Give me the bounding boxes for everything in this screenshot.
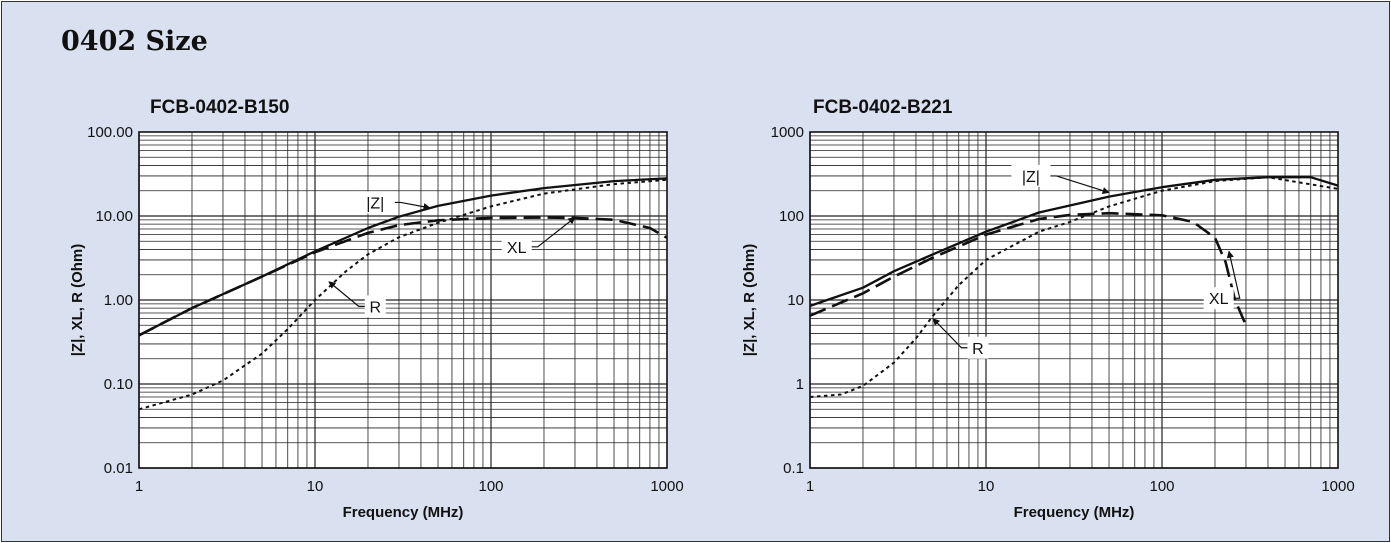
annotation-leader bbox=[328, 281, 365, 307]
y-tick-label: 10 bbox=[787, 292, 804, 309]
series-line-r bbox=[810, 176, 1338, 398]
annotation-bg bbox=[967, 336, 989, 359]
annotation-bg bbox=[364, 295, 386, 318]
series-line-z bbox=[810, 176, 1338, 307]
annotation-bg bbox=[1011, 164, 1051, 187]
annotation-leader bbox=[1226, 250, 1241, 299]
x-axis-label: Frequency (MHz) bbox=[1014, 504, 1135, 521]
x-tick-label: 100 bbox=[1149, 478, 1174, 495]
y-axis-label: |Z|, XL, R (Ohm) bbox=[741, 244, 758, 357]
annotation-leader bbox=[531, 217, 576, 248]
y-tick-label: 1.00 bbox=[104, 292, 133, 309]
page-title: 0402 Size bbox=[61, 26, 208, 57]
y-tick-label: 0.1 bbox=[783, 460, 804, 477]
chart-title: FCB-0402-B221 bbox=[813, 97, 953, 118]
annotation-label: R bbox=[369, 299, 381, 316]
y-tick-label: 10.00 bbox=[95, 208, 133, 225]
chart-title: FCB-0402-B150 bbox=[150, 97, 289, 118]
plot-frame bbox=[138, 131, 668, 469]
annotation-label: R bbox=[972, 341, 984, 358]
annotation-bg bbox=[501, 235, 532, 258]
chart-1: FCB-0402-B150 1 10 100 1000 0.01 0.10 1.00 10.00… bbox=[69, 97, 684, 521]
x-tick-label: 1 bbox=[135, 478, 143, 495]
annotation-bg bbox=[1203, 287, 1234, 310]
y-axis-label: |Z|, XL, R (Ohm) bbox=[69, 244, 86, 357]
x-tick-label: 1000 bbox=[1321, 478, 1354, 495]
x-axis-label: Frequency (MHz) bbox=[343, 504, 464, 521]
annotation-label: |Z| bbox=[366, 195, 384, 212]
annotation-bg bbox=[355, 191, 395, 214]
plot-frame bbox=[809, 131, 1339, 469]
x-tick-label: 100 bbox=[478, 478, 503, 495]
series-line-xl bbox=[139, 216, 667, 337]
y-tick-label: 100 bbox=[779, 208, 804, 225]
annotation-leader bbox=[394, 201, 431, 211]
annotation-leader bbox=[932, 318, 968, 349]
grid bbox=[809, 132, 1338, 469]
y-tick-label: 100.00 bbox=[87, 124, 133, 141]
annotation-label: XL bbox=[507, 240, 527, 257]
y-tick-label: 0.10 bbox=[104, 376, 133, 393]
annotation-label: |Z| bbox=[1022, 169, 1040, 186]
x-tick-label: 1 bbox=[806, 478, 814, 495]
annotation-leader bbox=[1050, 175, 1110, 195]
x-tick-label: 10 bbox=[978, 478, 995, 495]
series-line-r bbox=[139, 178, 667, 411]
y-tick-label: 1 bbox=[796, 376, 804, 393]
x-tick-label: 1000 bbox=[650, 478, 683, 495]
y-tick-label: 0.01 bbox=[104, 460, 133, 477]
y-tick-label: 1000 bbox=[771, 124, 804, 141]
annotation-label: XL bbox=[1209, 291, 1229, 308]
x-tick-label: 10 bbox=[307, 478, 324, 495]
